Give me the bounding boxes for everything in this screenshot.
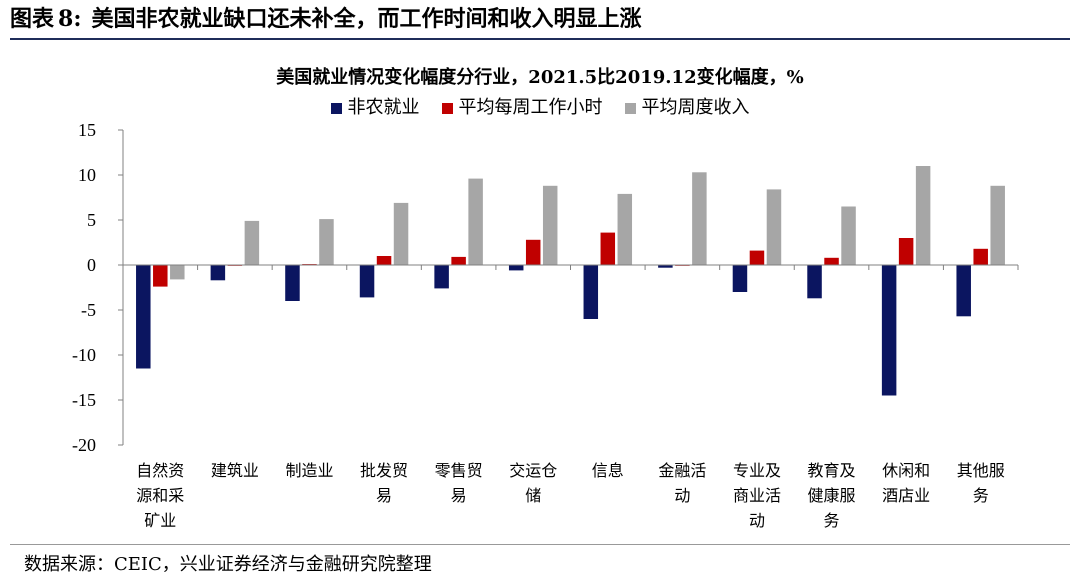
header-divider	[10, 38, 1070, 40]
x-category-label: 信息	[592, 461, 624, 480]
legend-swatch-series-1	[330, 102, 342, 114]
bar-series-3	[393, 202, 409, 265]
bar-series-1	[956, 265, 971, 317]
x-category-label: 休闲和酒店业	[882, 461, 930, 505]
legend-label-series-3: 平均周度收入	[641, 97, 750, 118]
bar-series-1	[359, 265, 375, 298]
legend-swatch-series-2	[441, 102, 453, 114]
y-tick-label: -10	[72, 345, 96, 365]
y-tick-label: -20	[72, 435, 96, 455]
legend-item-series-2: 平均每周工作小时	[441, 96, 603, 120]
bar-series-2	[153, 265, 168, 287]
y-tick-label: -15	[72, 390, 96, 410]
x-category-label-line: 制造业	[285, 461, 333, 480]
x-category-label-line: 矿业	[144, 511, 176, 530]
bar-series-1	[732, 265, 748, 292]
bar-series-1	[434, 265, 449, 289]
x-category-label-line: 动	[674, 486, 690, 505]
chart-legend: 非农就业 平均每周工作小时 平均周度收入	[0, 96, 1080, 120]
x-category-label-line: 金融活	[658, 461, 706, 480]
chart-title: 美国就业情况变化幅度分行业，2021.5比2019.12变化幅度，%	[276, 67, 804, 88]
x-category-label: 其他服务	[957, 461, 1005, 505]
x-category-label-line: 动	[749, 511, 765, 530]
x-category-label: 专业及商业活动	[733, 461, 781, 530]
x-category-label-line: 健康服	[808, 486, 856, 505]
legend-swatch-series-3	[624, 102, 636, 114]
x-category-label: 交运仓储	[509, 461, 557, 505]
y-tick-label: 15	[78, 120, 96, 140]
y-tick-label: 10	[78, 165, 96, 185]
x-category-label-line: 交运仓	[509, 461, 557, 480]
bar-series-3	[468, 178, 483, 265]
x-category-label: 制造业	[285, 461, 333, 480]
x-category-label-line: 易	[376, 486, 392, 505]
bar-series-3	[841, 206, 856, 265]
bar-series-1	[807, 265, 822, 299]
bar-series-1	[658, 265, 673, 268]
x-category-label-line: 酒店业	[882, 486, 930, 505]
x-category-label-line: 务	[824, 511, 840, 530]
bar-series-3	[915, 166, 931, 265]
x-category-label-line: 易	[451, 486, 467, 505]
bar-series-1	[136, 265, 151, 369]
x-category-label-line: 商业活	[733, 486, 781, 505]
x-category-label-line: 储	[525, 486, 541, 505]
x-category-label-line: 务	[973, 486, 989, 505]
x-category-label: 零售贸易	[435, 461, 483, 505]
x-category-label-line: 信息	[592, 461, 624, 480]
x-category-label-line: 休闲和	[882, 461, 930, 480]
x-category-label-line: 专业及	[733, 461, 781, 480]
figure-number: 8:	[58, 6, 82, 32]
legend-item-series-1: 非农就业	[330, 96, 420, 120]
bar-series-3	[244, 220, 260, 265]
bar-series-1	[583, 265, 599, 319]
x-category-label-line: 其他服	[957, 461, 1005, 480]
x-category-label-line: 自然资	[136, 461, 184, 480]
bar-series-2	[749, 250, 765, 265]
bar-series-2	[376, 256, 392, 265]
y-tick-label: 0	[87, 255, 96, 275]
x-category-label-line: 批发贸	[360, 461, 408, 480]
y-tick-label: 5	[87, 210, 96, 230]
x-category-label: 批发贸易	[360, 461, 408, 505]
bar-series-1	[881, 265, 897, 396]
x-category-label: 教育及健康服务	[808, 461, 856, 530]
figure-description: 美国非农就业缺口还未补全，而工作时间和收入明显上涨	[91, 6, 642, 32]
source-note: 数据来源：CEIC，兴业证券经济与金融研究院整理	[24, 554, 432, 575]
bar-series-3	[542, 185, 558, 265]
legend-label-series-2: 平均每周工作小时	[458, 97, 603, 118]
bar-series-1	[285, 265, 300, 301]
bar-series-3	[990, 185, 1005, 265]
figure-label: 图表	[10, 6, 55, 32]
bar-series-3	[319, 219, 334, 265]
bar-series-2	[824, 257, 839, 265]
bar-series-3	[170, 265, 185, 280]
x-category-label-line: 教育及	[808, 461, 856, 480]
y-tick-label: -5	[81, 300, 96, 320]
footer-divider	[10, 544, 1070, 545]
bar-series-2	[451, 256, 466, 265]
bar-series-1	[210, 265, 226, 281]
x-category-label: 建筑业	[211, 461, 259, 480]
x-category-label: 金融活动	[658, 461, 706, 505]
bar-series-3	[617, 193, 633, 265]
bar-series-2	[973, 248, 988, 265]
legend-item-series-3: 平均周度收入	[624, 96, 750, 120]
x-category-label-line: 零售贸	[435, 461, 483, 480]
bar-series-2	[600, 232, 616, 265]
x-category-label: 自然资源和采矿业	[136, 461, 184, 530]
x-category-label-line: 建筑业	[211, 461, 259, 480]
figure-header: 图表 8: 美国非农就业缺口还未补全，而工作时间和收入明显上涨	[10, 2, 1070, 36]
bar-series-2	[898, 238, 914, 265]
legend-label-series-1: 非农就业	[347, 97, 420, 118]
bar-series-2	[525, 239, 541, 265]
bar-series-1	[508, 265, 524, 271]
x-category-label-line: 源和采	[136, 486, 184, 505]
bar-series-3	[766, 189, 782, 265]
bar-series-3	[692, 172, 707, 265]
